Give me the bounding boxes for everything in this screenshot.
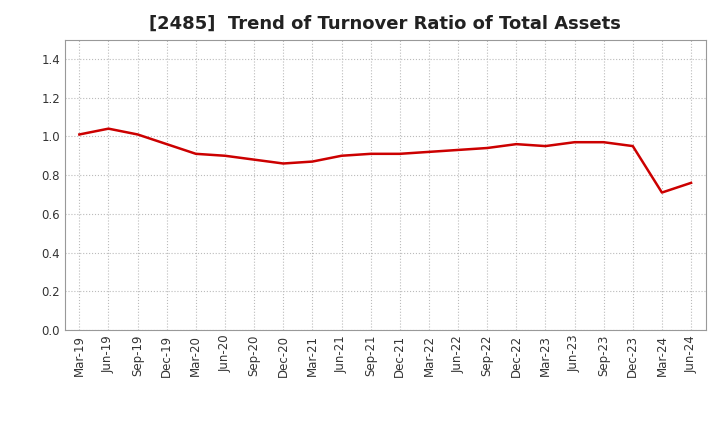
Title: [2485]  Trend of Turnover Ratio of Total Assets: [2485] Trend of Turnover Ratio of Total … [149, 15, 621, 33]
